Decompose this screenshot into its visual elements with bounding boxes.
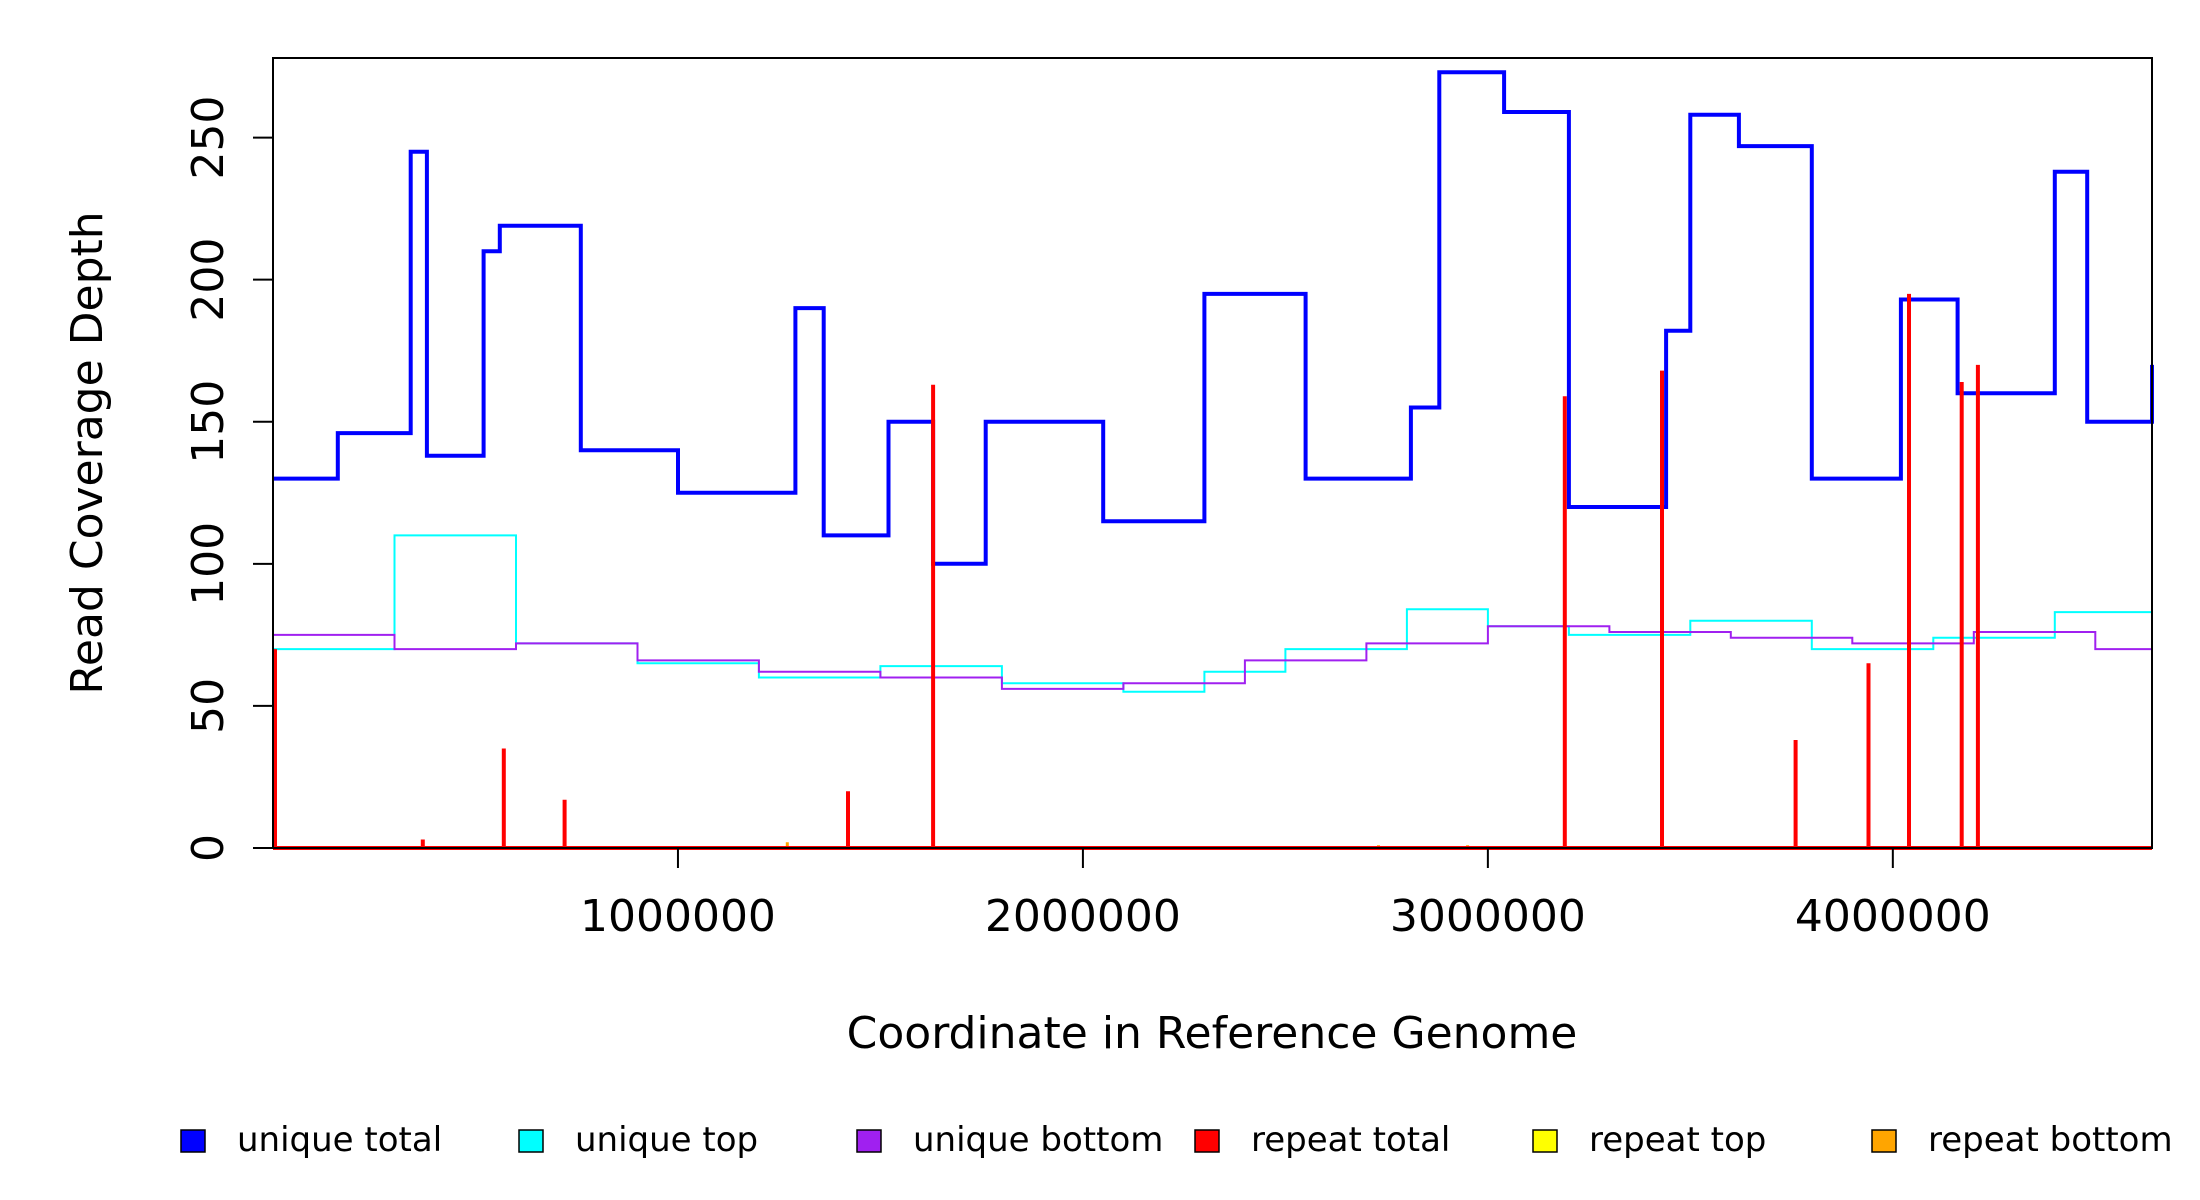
- y-tick-label: 50: [183, 678, 234, 734]
- axis-layer: 1000000 2000000 3000000 4000000 0 50 100 150 200…: [183, 96, 1991, 942]
- legend-label: unique top: [575, 1120, 758, 1160]
- legend-swatch: [856, 1129, 882, 1153]
- legend-item: repeat bottom: [1871, 1120, 2173, 1160]
- legend-item: unique bottom: [856, 1120, 1163, 1160]
- series-unique-bottom: [273, 620, 2153, 690]
- legend-label: repeat bottom: [1928, 1120, 2173, 1160]
- y-tick-label: 150: [183, 380, 234, 464]
- legend-label: unique bottom: [913, 1120, 1163, 1160]
- series-unique-total: [273, 70, 2154, 566]
- legend-swatch: [1194, 1129, 1220, 1153]
- y-tick-label: 250: [183, 96, 234, 180]
- x-axis-label: Coordinate in Reference Genome: [847, 1008, 1578, 1059]
- series-repeat-total: [273, 293, 2152, 850]
- y-tick-label: 100: [183, 522, 234, 606]
- legend-item: repeat total: [1194, 1120, 1450, 1160]
- x-tick-label: 4000000: [1795, 891, 1991, 942]
- legend-label: repeat total: [1251, 1120, 1450, 1160]
- legend-item: unique total: [180, 1120, 442, 1160]
- x-tick-label: 2000000: [985, 891, 1181, 942]
- legend-item: unique top: [518, 1120, 758, 1160]
- y-tick-label: 0: [183, 834, 234, 862]
- series-layer: [273, 70, 2154, 850]
- legend-label: repeat top: [1589, 1120, 1766, 1160]
- y-axis-label: Read Coverage Depth: [62, 211, 113, 694]
- legend-swatch: [1532, 1129, 1558, 1153]
- legend-label: unique total: [237, 1120, 442, 1160]
- legend: unique total unique top unique bottom repea…: [180, 1120, 2173, 1160]
- legend-swatch: [1871, 1129, 1897, 1153]
- y-tick-label: 200: [183, 238, 234, 322]
- x-tick-label: 1000000: [580, 891, 776, 942]
- legend-swatch: [180, 1129, 206, 1153]
- x-tick-label: 3000000: [1390, 891, 1586, 942]
- legend-swatch: [518, 1129, 544, 1153]
- legend-item: repeat top: [1532, 1120, 1766, 1160]
- plot-frame: [272, 57, 2153, 849]
